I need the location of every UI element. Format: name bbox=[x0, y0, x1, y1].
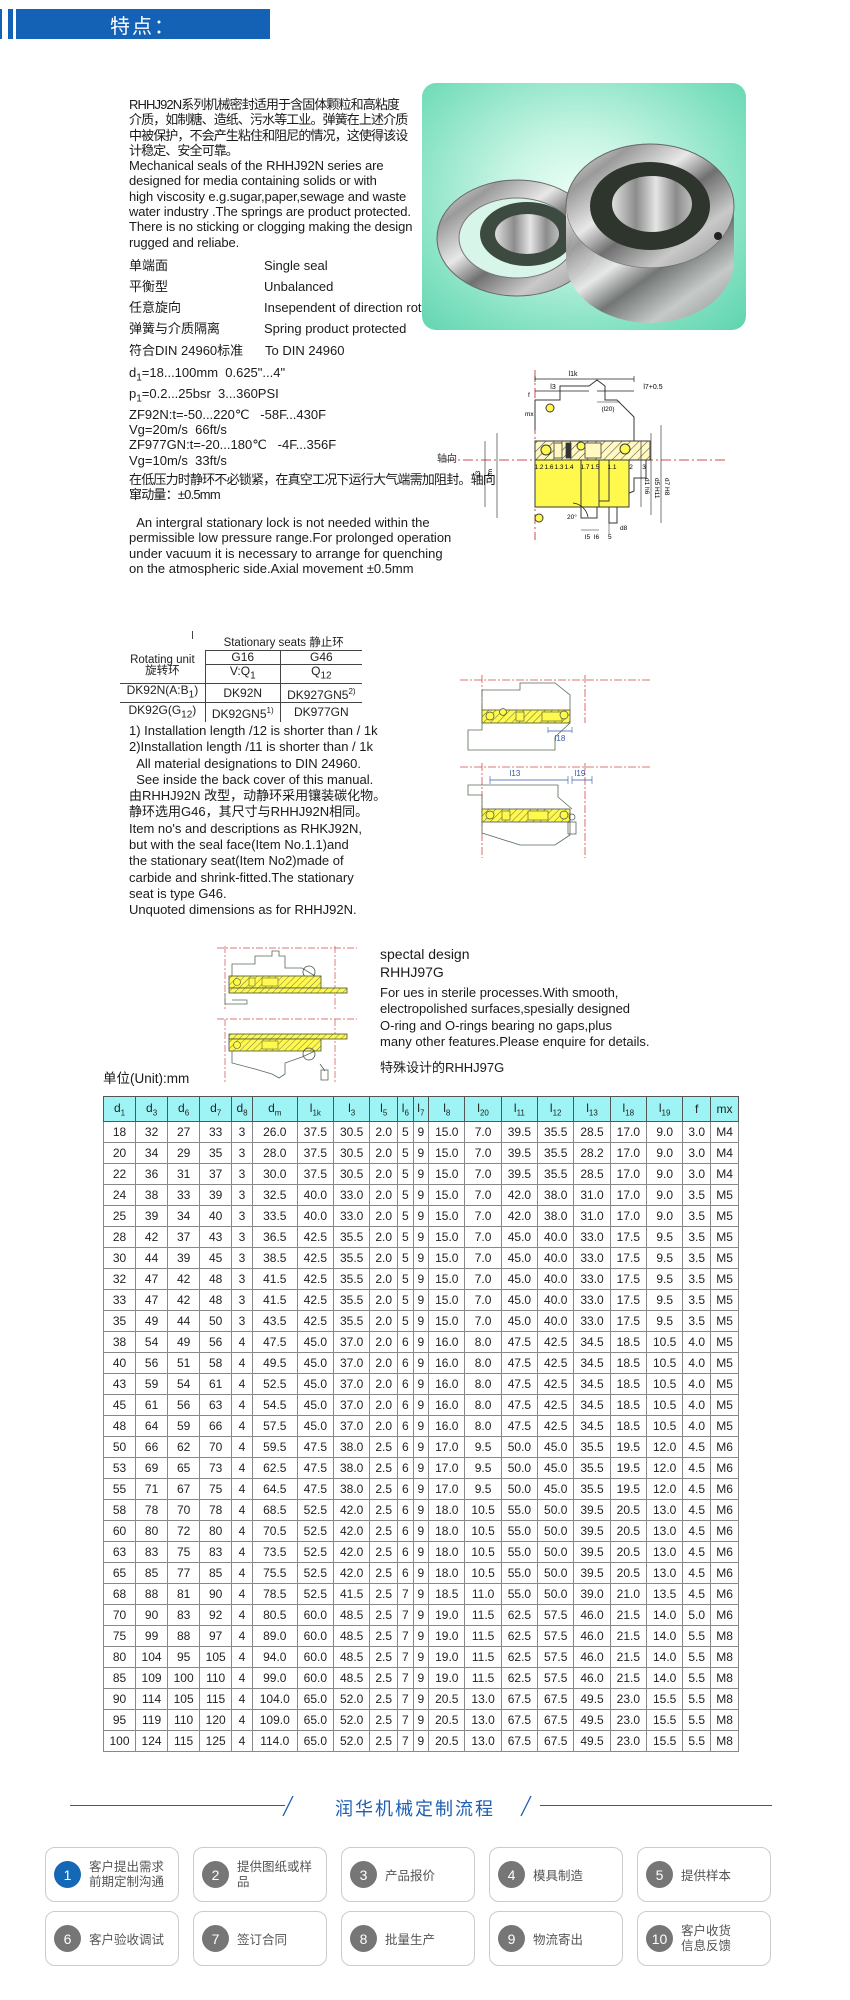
svg-text:1.6: 1.6 bbox=[544, 464, 553, 471]
svg-text:dm: dm bbox=[487, 469, 494, 478]
svg-text:1.2: 1.2 bbox=[534, 464, 543, 471]
svg-text:5: 5 bbox=[608, 534, 612, 541]
svg-text:l6: l6 bbox=[594, 534, 599, 541]
svg-text:1.7: 1.7 bbox=[580, 464, 589, 471]
svg-text:3: 3 bbox=[642, 464, 646, 471]
svg-text:l13: l13 bbox=[510, 769, 521, 778]
svg-text:l19: l19 bbox=[575, 769, 586, 778]
svg-text:(l20): (l20) bbox=[601, 406, 614, 413]
svg-text:20°: 20° bbox=[567, 513, 577, 521]
svg-text:l7+0.5: l7+0.5 bbox=[643, 384, 662, 391]
svg-text:f: f bbox=[528, 392, 530, 399]
svg-text:l18: l18 bbox=[555, 734, 566, 743]
svg-text:1.3: 1.3 bbox=[554, 464, 563, 471]
svg-text:d3: d3 bbox=[475, 470, 482, 478]
svg-text:d7 H8: d7 H8 bbox=[663, 478, 670, 496]
svg-text:1.4: 1.4 bbox=[564, 464, 573, 471]
svg-text:l5: l5 bbox=[585, 534, 590, 541]
svg-text:mx: mx bbox=[525, 411, 534, 418]
svg-text:1.1: 1.1 bbox=[607, 464, 616, 471]
svg-text:1.5: 1.5 bbox=[590, 464, 599, 471]
svg-text:2: 2 bbox=[629, 464, 633, 471]
svg-text:d8: d8 bbox=[620, 525, 628, 532]
svg-text:d1 h6: d1 h6 bbox=[643, 478, 650, 495]
svg-text:d5 H11: d5 H11 bbox=[653, 478, 660, 499]
svg-text:l1k: l1k bbox=[569, 371, 578, 378]
svg-text:l3: l3 bbox=[550, 384, 556, 391]
